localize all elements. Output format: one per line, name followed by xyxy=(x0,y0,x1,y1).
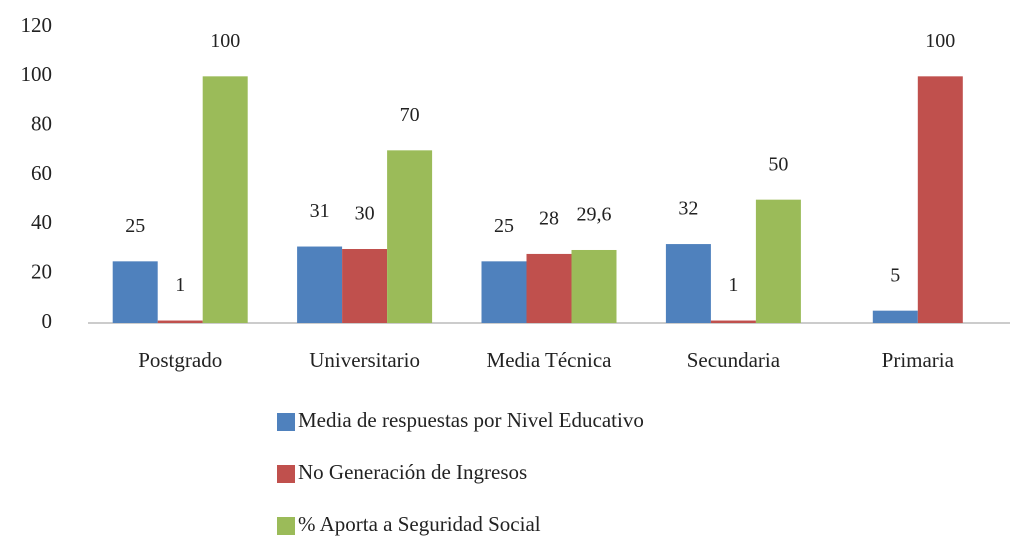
data-label: 100 xyxy=(210,30,240,52)
y-tick-label: 120 xyxy=(21,13,53,37)
legend-label: % Aporta a Seguridad Social xyxy=(298,512,541,536)
y-tick-label: 80 xyxy=(31,111,52,135)
bar xyxy=(710,320,756,323)
y-tick-label: 100 xyxy=(21,62,53,86)
legend-swatch xyxy=(277,517,295,535)
data-label: 32 xyxy=(678,198,698,220)
data-label: 28 xyxy=(539,208,559,230)
x-tick-label: Media Técnica xyxy=(487,348,613,372)
data-label: 5 xyxy=(890,264,900,286)
bar xyxy=(665,244,711,323)
y-tick-label: 0 xyxy=(42,309,53,333)
data-label: 30 xyxy=(355,203,375,225)
legend-label: No Generación de Ingresos xyxy=(298,460,527,484)
y-tick-label: 20 xyxy=(31,259,52,283)
data-label: 25 xyxy=(494,215,514,237)
y-tick-label: 40 xyxy=(31,210,52,234)
bar xyxy=(481,261,527,323)
x-tick-label: Postgrado xyxy=(138,348,222,372)
data-label: 1 xyxy=(728,274,738,296)
legend-label: Media de respuestas por Nivel Educativo xyxy=(298,408,644,432)
data-label: 50 xyxy=(768,153,788,175)
x-tick-label: Secundaria xyxy=(687,348,781,372)
legend-swatch xyxy=(277,465,295,483)
y-tick-label: 60 xyxy=(31,161,52,185)
bar xyxy=(571,249,617,323)
data-label: 100 xyxy=(925,30,955,52)
bar xyxy=(872,310,918,323)
data-label: 31 xyxy=(310,200,330,222)
bar xyxy=(342,249,388,323)
bar xyxy=(526,253,572,323)
data-label: 1 xyxy=(175,274,185,296)
bar xyxy=(202,76,248,323)
bar xyxy=(917,76,963,323)
bar xyxy=(387,150,433,323)
bar xyxy=(157,320,203,323)
bar xyxy=(112,261,158,323)
x-tick-label: Primaria xyxy=(882,348,955,372)
data-label: 25 xyxy=(125,215,145,237)
data-label: 70 xyxy=(400,104,420,126)
data-label: 29,6 xyxy=(577,204,612,226)
bar xyxy=(297,246,343,323)
bar xyxy=(755,199,801,323)
legend-swatch xyxy=(277,413,295,431)
x-tick-label: Universitario xyxy=(309,348,420,372)
